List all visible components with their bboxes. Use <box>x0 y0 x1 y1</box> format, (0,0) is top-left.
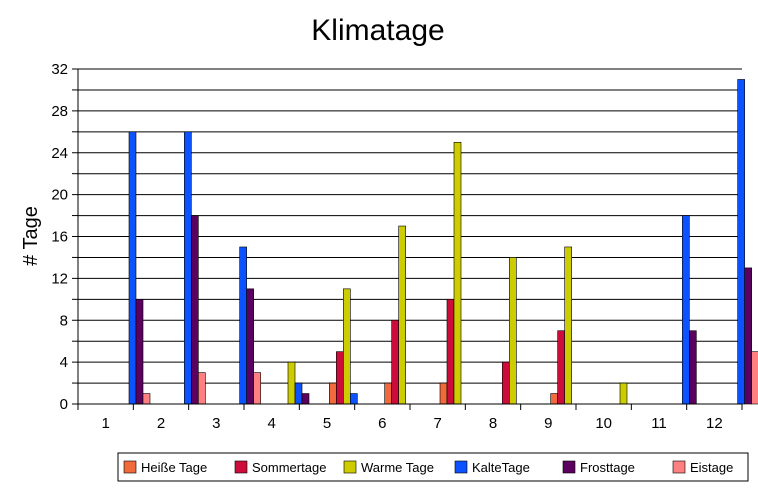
legend-swatch <box>123 460 137 474</box>
x-tick-label: 7 <box>433 415 441 432</box>
y-tick-label: 24 <box>51 145 68 162</box>
bar <box>128 131 137 405</box>
bar <box>301 393 310 405</box>
x-tick-label: 9 <box>544 415 552 432</box>
bar <box>343 288 351 405</box>
legend-label: Warme Tage <box>361 460 434 475</box>
legend-swatch <box>562 460 576 474</box>
bar <box>184 131 192 405</box>
bar <box>453 141 462 405</box>
bar <box>509 257 517 405</box>
bar <box>135 299 144 405</box>
x-tick-label: 12 <box>706 415 723 432</box>
bar <box>142 393 151 405</box>
x-tick-label: 2 <box>157 415 165 432</box>
bar <box>744 267 752 405</box>
x-tick-label: 10 <box>595 415 612 432</box>
x-tick-label: 4 <box>267 415 275 432</box>
bar <box>336 351 344 405</box>
legend-swatch <box>672 460 686 474</box>
x-tick-label: 11 <box>651 415 667 432</box>
bar <box>384 382 392 405</box>
bar <box>751 351 758 405</box>
legend-swatch <box>234 460 248 474</box>
bar <box>391 319 399 405</box>
y-tick-label: 0 <box>60 396 68 413</box>
bars <box>128 79 758 405</box>
x-tick-label: 8 <box>489 415 497 432</box>
legend-label: Heiße Tage <box>141 460 207 475</box>
y-tick-label: 16 <box>51 229 68 246</box>
bar <box>287 361 296 405</box>
legend-swatch <box>454 460 468 474</box>
y-tick-label: 8 <box>60 312 68 329</box>
bar <box>191 215 199 405</box>
axes <box>72 68 743 410</box>
x-tick-label: 1 <box>101 415 109 432</box>
legend-label: Sommertage <box>252 460 326 475</box>
legend-box <box>117 452 749 482</box>
bar <box>557 330 565 405</box>
bar <box>198 372 206 405</box>
y-axis-label: # Tage <box>20 206 42 266</box>
y-tick-label: 20 <box>51 187 68 204</box>
x-tick-label: 6 <box>378 415 386 432</box>
y-tick-label: 4 <box>60 354 68 371</box>
bar <box>439 382 448 405</box>
x-tick-label: 5 <box>323 415 331 432</box>
bar <box>350 393 358 405</box>
x-tick-label: 3 <box>212 415 220 432</box>
y-tick-label: 28 <box>51 103 68 120</box>
chart-title: Klimatage <box>311 14 444 47</box>
bar <box>239 246 247 405</box>
bar <box>329 382 337 405</box>
y-tick-label: 32 <box>51 61 68 78</box>
grid <box>78 68 742 384</box>
y-tick-label: 12 <box>51 270 68 287</box>
bar <box>502 361 510 405</box>
bar <box>398 225 406 405</box>
bar <box>619 382 628 405</box>
bar <box>689 330 697 405</box>
bar <box>446 299 455 405</box>
legend-label: Frosttage <box>580 460 635 475</box>
legend: Heiße Tage Sommertage Warme Tage KalteTage F… <box>117 452 749 482</box>
bar <box>294 382 303 405</box>
bar <box>682 215 690 405</box>
bar <box>253 372 261 405</box>
bar <box>564 246 572 405</box>
bar <box>246 288 254 405</box>
bar <box>737 79 745 405</box>
legend-label: Eistage <box>690 460 733 475</box>
legend-label: KalteTage <box>472 460 530 475</box>
bar <box>550 393 558 405</box>
legend-swatch <box>343 460 357 474</box>
